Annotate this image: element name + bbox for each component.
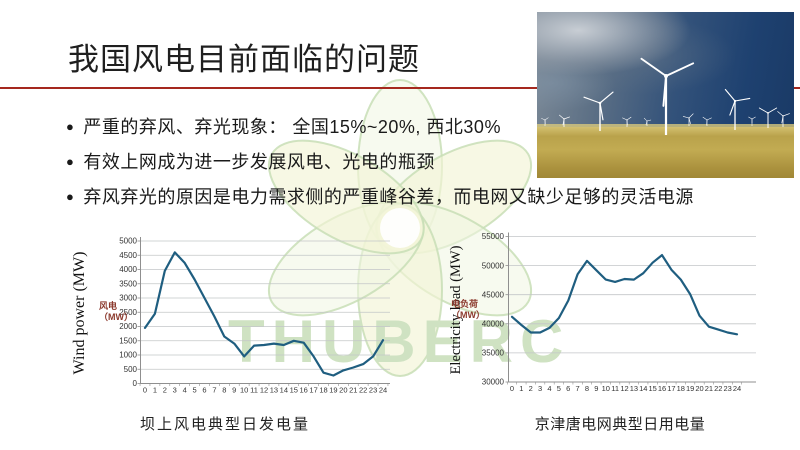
bullet-text: 有效上网成为进一步发展风电、光电的瓶颈 (83, 152, 435, 172)
bullet-item: ● 弃风弃光的原因是电力需求侧的严重峰谷差，而电网又缺少足够的灵活电源 (66, 186, 766, 208)
wind-chart-series-label: 风电（MW） (99, 301, 133, 322)
bullet-dot-icon: ● (66, 189, 75, 204)
watermark-text: THUBERC (228, 308, 570, 375)
flower-center (380, 208, 420, 248)
load-chart-series-label: 电负荷（MW） (451, 299, 485, 320)
wind-turbine-icon (622, 116, 632, 127)
wind-turbine-icon (640, 57, 695, 135)
wind-turbine-icon (583, 91, 614, 131)
wind-turbines-icon (541, 57, 790, 135)
page-title: 我国风电目前面临的问题 (68, 42, 420, 77)
bullet-list: ● 严重的弃风、弃光现象： 全国15%~20%, 西北30% ● 有效上网成为进… (66, 116, 766, 221)
wind-turbine-icon (777, 111, 790, 127)
bullet-text: 弃风弃光的原因是电力需求侧的严重峰谷差，而电网又缺少足够的灵活电源 (83, 187, 694, 207)
wind-farm-photo (537, 12, 794, 178)
bullet-dot-icon: ● (66, 154, 75, 169)
wind-chart-caption: 坝上风电典型日发电量 (139, 416, 310, 433)
photo-grass-field (537, 126, 794, 178)
bullet-text: 严重的弃风、弃光现象： 全国15%~20%, 西北30% (83, 117, 501, 137)
load-chart-caption: 京津唐电网典型日用电量 (534, 416, 706, 433)
bullet-dot-icon: ● (66, 119, 75, 134)
bullet-item: ● 严重的弃风、弃光现象： 全国15%~20%, 西北30% (66, 116, 766, 138)
title-divider-line (0, 87, 800, 89)
wind-turbine-icon (559, 114, 570, 127)
wind-turbine-icon (643, 117, 652, 126)
bullet-item: ● 有效上网成为进一步发展风电、光电的瓶颈 (66, 151, 766, 173)
wind-turbine-icon (724, 88, 751, 130)
wind-turbine-icon (682, 113, 694, 126)
wind-turbine-icon (758, 107, 778, 128)
wind-turbine-icon (702, 116, 712, 126)
wind-turbine-icon (541, 117, 549, 126)
wind-turbine-icon (748, 116, 756, 126)
